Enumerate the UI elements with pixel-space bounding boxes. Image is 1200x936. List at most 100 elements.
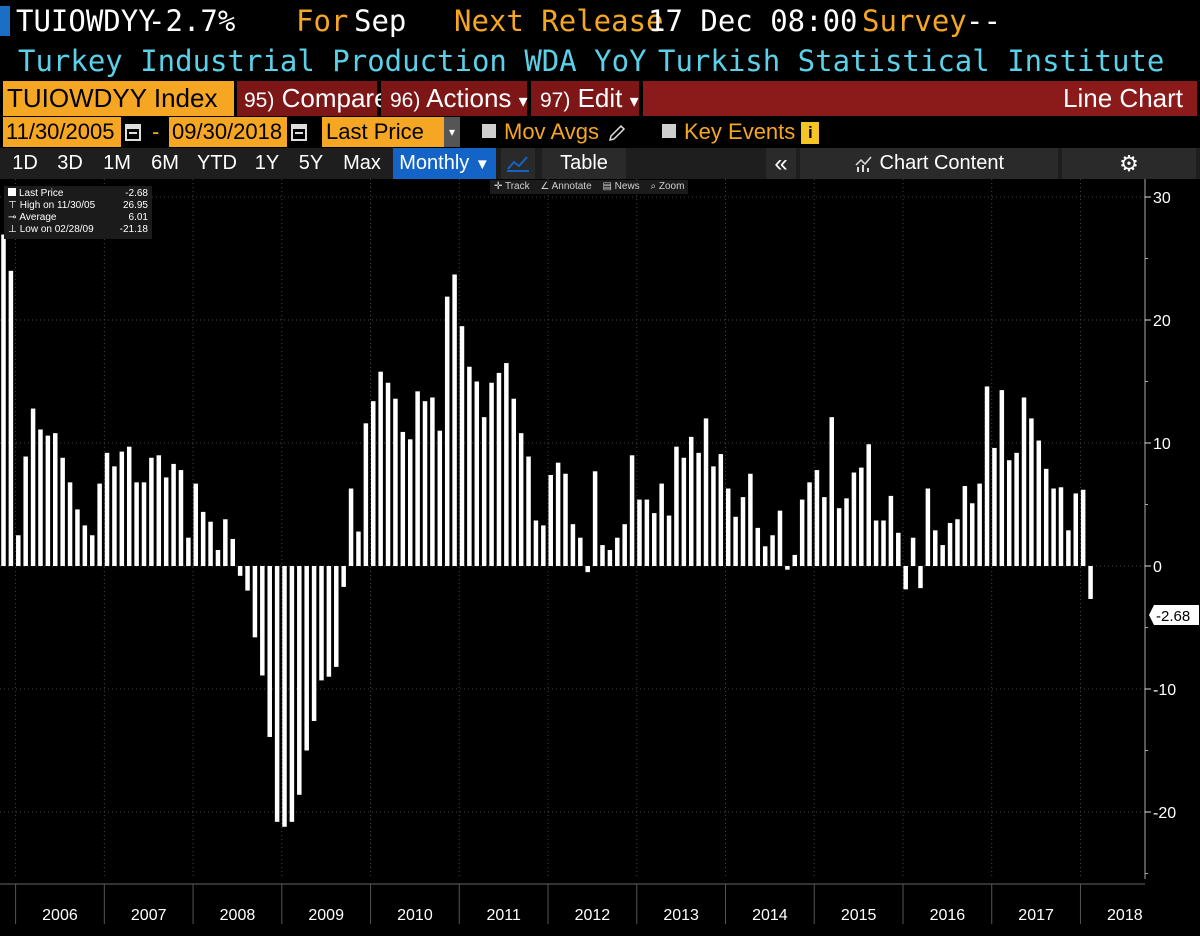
zoom-tool[interactable]: ⌕ Zoom	[650, 181, 685, 192]
line-chart-icon	[507, 156, 529, 172]
key-events-toggle[interactable]: Key Events i	[662, 117, 820, 147]
bar-mark	[711, 466, 716, 566]
bar-mark	[186, 537, 191, 566]
bar-mark	[533, 520, 539, 566]
x-axis-band	[0, 879, 1200, 932]
bar-mark	[652, 513, 657, 566]
bar-mark	[230, 538, 235, 566]
y-tick-label: 20	[1153, 313, 1171, 330]
bar-mark	[60, 457, 65, 566]
bar-mark	[896, 532, 901, 566]
actions-label: Actions	[426, 83, 512, 113]
chart-area[interactable]: -20 -10 0 10 20 30 -2.68 2006 2007 2008 2009 2010 20…	[0, 179, 1200, 932]
bar-mark	[770, 535, 775, 566]
bar-mark	[393, 398, 398, 566]
next-release-value: 17 Dec 08:00	[648, 4, 858, 38]
bar-mark	[755, 527, 761, 566]
bar-mark	[681, 457, 687, 566]
bar-mark	[289, 566, 295, 822]
range-button-5y[interactable]: 5Y	[298, 152, 324, 174]
field-select[interactable]: Last Price	[322, 117, 444, 147]
ticker-marker	[0, 6, 10, 36]
range-button-1y[interactable]: 1Y	[254, 152, 280, 174]
bar-mark	[1006, 460, 1012, 566]
bar-mark	[688, 436, 694, 566]
bar-mark	[82, 525, 88, 566]
legend-average-value: 6.01	[128, 212, 148, 223]
range-button-max[interactable]: Max	[343, 152, 381, 174]
edit-dropdown-icon: ▾	[629, 91, 639, 111]
x-tick-label: 2013	[663, 907, 699, 924]
pencil-icon[interactable]	[607, 123, 627, 143]
bar-mark	[578, 537, 583, 566]
frequency-select[interactable]: Monthly ▼	[393, 148, 496, 179]
y-tick-label: -20	[1153, 805, 1176, 822]
bar-mark	[644, 499, 650, 566]
bar-mark	[933, 530, 938, 566]
security-field[interactable]: TUIOWDYY Index	[3, 81, 234, 116]
bar-mark	[23, 456, 28, 566]
info-icon[interactable]: i	[801, 122, 820, 145]
range-button-1m[interactable]: 1M	[103, 152, 131, 174]
bar-mark	[89, 535, 95, 566]
survey-label: Survey	[862, 4, 967, 38]
start-date-text: 11/30/2005	[6, 119, 115, 144]
mov-avgs-toggle[interactable]: Mov Avgs	[482, 117, 626, 147]
bar-mark	[615, 537, 620, 566]
bar-mark	[348, 488, 354, 566]
chart-type-bar[interactable]: Line Chart	[643, 81, 1197, 116]
actions-number: 96)	[390, 89, 421, 112]
chart-content-icon	[855, 156, 872, 172]
range-button-1d[interactable]: 1D	[12, 152, 38, 174]
settings-gear-icon[interactable]: ⚙	[1062, 148, 1196, 179]
bar-mark	[459, 326, 465, 566]
end-date-input[interactable]: 09/30/2018	[169, 117, 287, 147]
track-tool[interactable]: ✛ Track	[494, 181, 530, 192]
bar-mark	[75, 509, 80, 566]
bar-mark	[156, 455, 162, 566]
actions-button[interactable]: 96) Actions ▾	[381, 81, 528, 116]
compare-button[interactable]: 95) Compare	[237, 81, 389, 116]
bar-mark	[30, 408, 36, 566]
collapse-button[interactable]: «	[766, 148, 796, 179]
bar-mark	[555, 462, 561, 566]
bar-mark	[334, 566, 339, 667]
bar-mark	[836, 508, 842, 566]
end-calendar-icon[interactable]	[290, 117, 310, 147]
bar-mark	[541, 525, 546, 566]
table-button[interactable]: Table	[542, 148, 626, 179]
legend-high-label: High on 11/30/05	[19, 200, 96, 211]
range-button-ytd[interactable]: YTD	[197, 152, 237, 174]
chart-legend[interactable]: Last Price -2.68 ⊤ High on 11/30/05 26.95…	[4, 186, 152, 239]
mov-avgs-checkbox[interactable]	[482, 124, 496, 139]
chart-type-label: Line Chart	[1063, 83, 1183, 113]
bar-mark	[740, 497, 746, 566]
field-dropdown-icon[interactable]: ▾	[444, 117, 460, 147]
edit-button[interactable]: 97) Edit ▾	[531, 81, 639, 116]
average-marker-icon: ⊸	[8, 212, 17, 223]
start-date-input[interactable]: 11/30/2005	[3, 117, 121, 147]
bar-mark	[496, 372, 502, 566]
bar-mark	[607, 550, 613, 566]
bar-mark	[814, 470, 820, 566]
key-events-checkbox[interactable]	[662, 124, 676, 139]
bar-mark	[718, 454, 724, 566]
news-tool[interactable]: ▤ News	[602, 181, 640, 192]
y-tick-label: -10	[1153, 682, 1176, 699]
start-calendar-icon[interactable]	[124, 117, 144, 147]
bar-mark	[134, 482, 139, 566]
range-button-6m[interactable]: 6M	[151, 152, 179, 174]
bar-mark	[844, 498, 849, 566]
bar-mark	[452, 274, 457, 566]
legend-average: ⊸ Average 6.01	[8, 212, 148, 224]
bar-mark	[311, 566, 317, 721]
chart-tools: ✛ Track ∠ Annotate ▤ News ⌕ Zoom	[490, 180, 689, 194]
bar-mark	[45, 435, 51, 566]
line-chart-toggle[interactable]	[501, 148, 535, 179]
bar-mark	[703, 418, 709, 566]
range-button-3d[interactable]: 3D	[57, 152, 83, 174]
bar-mark	[400, 431, 406, 566]
annotate-tool[interactable]: ∠ Annotate	[540, 181, 592, 192]
chart-content-button[interactable]: Chart Content	[800, 148, 1058, 179]
bar-mark	[947, 522, 953, 566]
